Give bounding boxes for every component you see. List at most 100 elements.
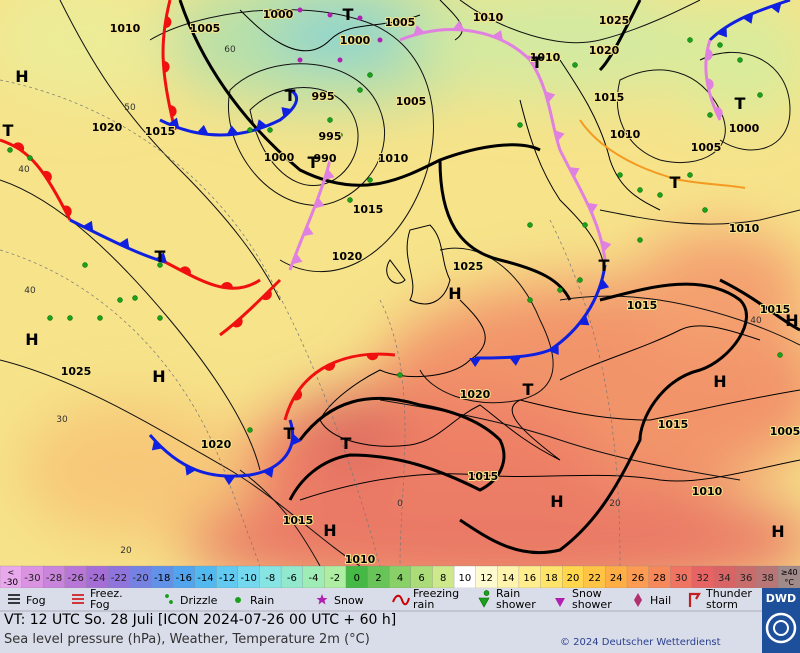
front-symbol	[164, 16, 172, 28]
rain-symbol	[82, 262, 88, 268]
front-symbol	[587, 202, 598, 214]
rain-symbol	[777, 352, 783, 358]
front-triangle	[548, 344, 559, 355]
front-symbol	[714, 107, 723, 119]
front-symbol	[598, 278, 610, 291]
weather-legend-line: Freez.	[90, 587, 123, 600]
rain-symbol	[357, 87, 363, 93]
front-triangle	[491, 30, 504, 41]
front-triangle	[196, 124, 209, 135]
scale-label: -8	[265, 573, 275, 584]
pressure-center: T	[155, 247, 166, 266]
isobar-label: 1005	[770, 425, 800, 438]
isobar-label: 1020	[92, 121, 123, 134]
front-symbol	[62, 205, 72, 217]
isobar-label: 1020	[201, 438, 232, 451]
front-triangle	[155, 252, 167, 263]
isobar-label: 1015	[627, 299, 658, 312]
isobar-label: 1020	[460, 388, 491, 401]
scale-label: -2	[330, 573, 340, 584]
rain-symbol	[517, 122, 523, 128]
pressure-center: T	[285, 86, 296, 105]
front-symbol	[544, 91, 556, 103]
front-symbol	[706, 78, 714, 91]
front-triangle	[601, 240, 612, 252]
scale-label: °C	[784, 578, 794, 587]
front-symbol	[452, 20, 465, 31]
pressure-center: T	[735, 94, 746, 113]
front-semicircle	[42, 170, 52, 182]
front-semicircle	[179, 266, 191, 276]
rain-symbol	[737, 57, 743, 63]
front-symbol	[302, 225, 314, 237]
scale-label: 12	[480, 573, 493, 584]
isobar-label: 1010	[378, 152, 409, 165]
temperature-scale: <-30 -30 -28 -26 -24 -22 -20 -18 -16 -14 -12 -10 -8-…	[0, 565, 800, 589]
rain-symbol	[7, 147, 13, 153]
snow-symbol	[297, 7, 303, 13]
drizzle-icon	[165, 594, 173, 605]
front-semicircle	[366, 353, 379, 361]
front-triangle	[291, 252, 303, 265]
rain-symbol	[27, 155, 33, 161]
pressure-center: T	[343, 5, 354, 24]
rain-symbol	[117, 297, 123, 303]
front-symbol	[291, 252, 303, 265]
scale-label: -26	[68, 573, 84, 584]
isobar-label: 1015	[594, 91, 625, 104]
isobar-label: 1010	[729, 222, 760, 235]
rain-symbol	[132, 295, 138, 301]
pressure-center: T	[532, 53, 543, 72]
weather-legend-item: Fog	[8, 594, 46, 607]
pressure-center: H	[785, 311, 798, 330]
scale-label: -20	[132, 573, 148, 584]
front-triangle	[256, 119, 268, 130]
front-semicircle	[169, 105, 177, 118]
front-symbol	[82, 220, 94, 232]
front-symbol	[226, 125, 239, 136]
scale-label: -30	[24, 573, 40, 584]
snow-symbol	[327, 12, 333, 18]
weather-legend-item: Hail	[634, 593, 671, 607]
pressure-center: T	[3, 121, 14, 140]
front-semicircle	[292, 389, 303, 401]
scale-label: 22	[588, 573, 601, 584]
front-triangle	[151, 439, 163, 451]
weather-legend-item: Drizzle	[165, 594, 218, 607]
rain-symbol	[637, 187, 643, 193]
front-triangle	[509, 356, 522, 366]
isobar-label: 1025	[453, 260, 484, 273]
isobar-label: 1015	[760, 303, 791, 316]
front-triangle	[168, 117, 180, 129]
isobar-label: 1010	[692, 485, 723, 498]
front-triangle	[527, 55, 538, 66]
scale-label: 8	[440, 573, 446, 584]
rain-symbol	[327, 117, 333, 123]
scale-label: 32	[696, 573, 709, 584]
scale-label: 20	[567, 573, 580, 584]
weather-legend-label: Freez. Fog	[90, 587, 123, 611]
front-triangle	[770, 2, 782, 14]
scale-label: 24	[610, 573, 623, 584]
temperature-label: 40	[18, 165, 30, 175]
isobar-label: 1000	[340, 34, 371, 47]
weather-legend-line: storm	[706, 598, 738, 611]
front-triangle	[716, 26, 727, 38]
rain-symbol	[702, 207, 708, 213]
front-triangle	[413, 25, 425, 36]
isobar-label: 1010	[110, 22, 141, 35]
rain-symbol	[157, 262, 163, 268]
weather-legend-label: Snow	[334, 594, 364, 607]
front-symbol	[291, 433, 302, 446]
weather-legend-line: Freezing	[413, 587, 459, 600]
rain-symbol	[557, 287, 563, 293]
rain-symbol	[637, 237, 643, 243]
front-symbol	[554, 130, 565, 142]
temperature-label: 50	[124, 103, 136, 113]
dwd-logo-text: DWD	[766, 592, 796, 605]
scale-label: -22	[111, 573, 127, 584]
rain-symbol	[267, 127, 273, 133]
scale-label: 38	[761, 573, 774, 584]
isobar-label: 1005	[385, 16, 416, 29]
weather-legend-line: rain	[413, 598, 434, 611]
